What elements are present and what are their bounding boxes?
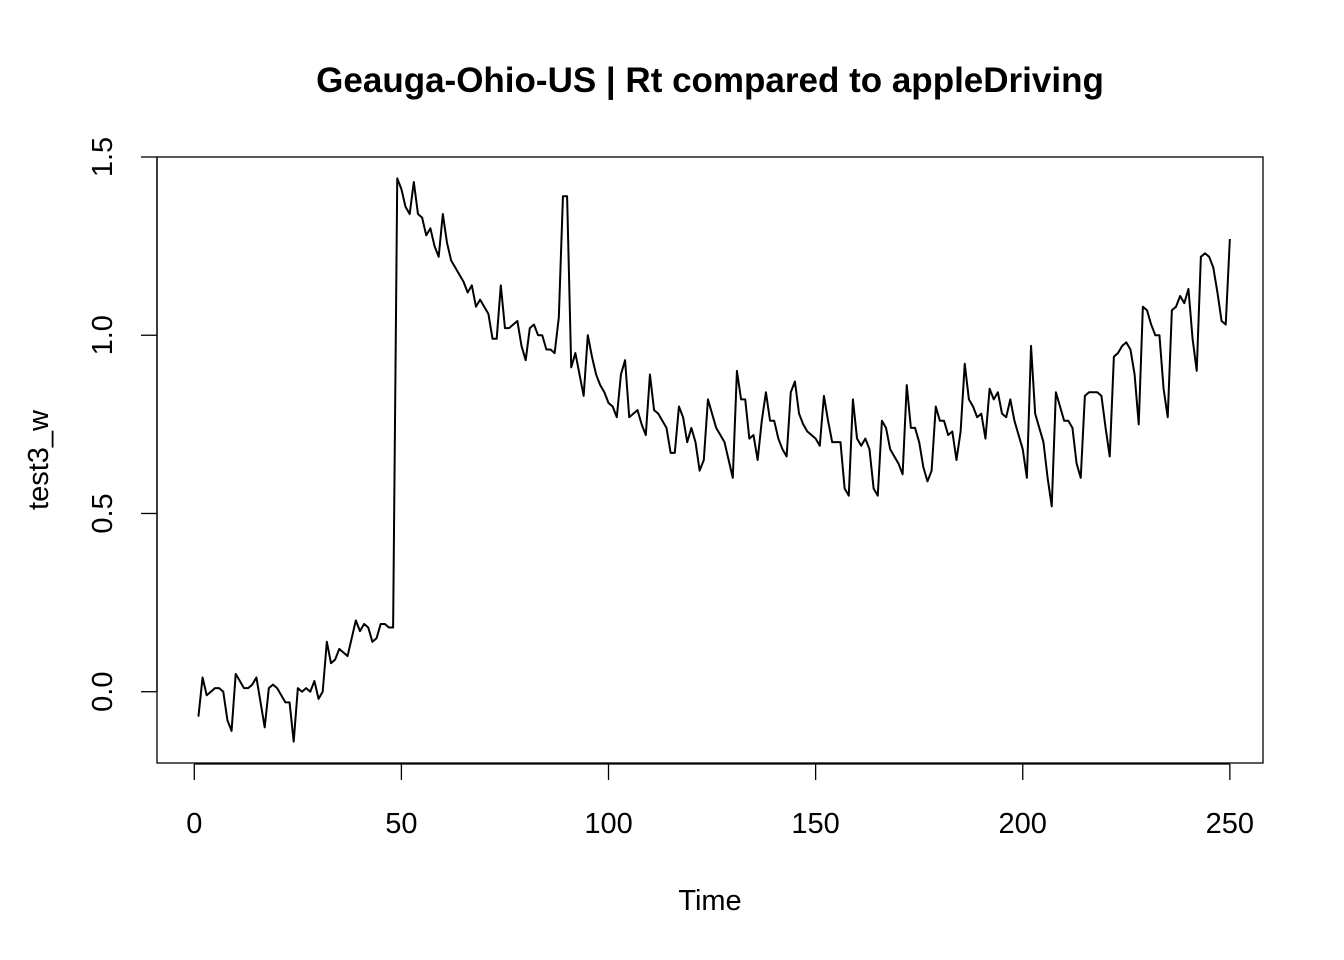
x-axis-label: Time <box>678 885 741 917</box>
x-axis: 0 50 100 150 200 250 <box>186 763 1254 840</box>
y-tick-label: 1.0 <box>87 315 119 355</box>
x-tick-label: 150 <box>791 808 839 840</box>
x-tick-label: 0 <box>186 808 202 840</box>
x-tick-label: 100 <box>584 808 632 840</box>
y-tick-label: 0.5 <box>87 493 119 533</box>
x-tick-label: 200 <box>999 808 1047 840</box>
x-tick-label: 250 <box>1206 808 1254 840</box>
series-line <box>197 177 1231 743</box>
y-tick-label: 1.5 <box>87 137 119 177</box>
y-tick-label: 0.0 <box>87 672 119 712</box>
x-tick-label: 50 <box>385 808 417 840</box>
y-axis: 0.0 0.5 1.0 1.5 <box>87 137 158 712</box>
y-axis-label: test3_w <box>23 409 55 510</box>
chart-title: Geauga-Ohio-US | Rt compared to appleDri… <box>316 61 1104 100</box>
